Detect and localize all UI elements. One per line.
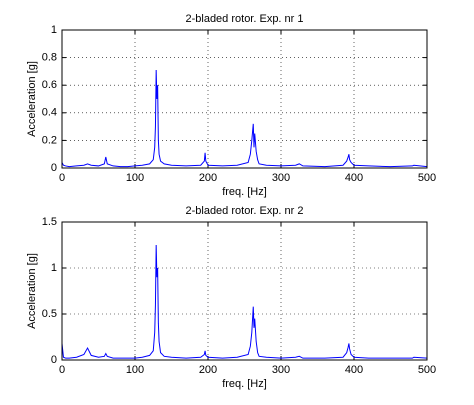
x-tick-label: 100 (126, 172, 144, 184)
y-tick-label: 0.5 (42, 308, 57, 320)
x-tick-label: 100 (126, 364, 144, 376)
x-axis-label: freq. [Hz] (222, 186, 267, 198)
y-tick-label: 0 (51, 162, 57, 174)
y-tick-label: 0.2 (42, 134, 57, 146)
plot-area (62, 222, 427, 360)
spectrum-line (61, 70, 428, 168)
chart-title: 2-bladed rotor. Exp. nr 2 (185, 205, 303, 217)
x-tick-label: 200 (199, 172, 217, 184)
axes-frame (61, 221, 428, 361)
x-tick-label: 400 (345, 364, 363, 376)
x-tick-label: 0 (59, 172, 65, 184)
x-tick-label: 200 (199, 364, 217, 376)
x-tick-label: 500 (418, 172, 436, 184)
plot-area (62, 30, 427, 168)
y-tick-label: 0.6 (42, 79, 57, 91)
y-axis-label: Acceleration [g] (26, 253, 38, 329)
y-tick-label: 0 (51, 354, 57, 366)
chart-title: 2-bladed rotor. Exp. nr 1 (185, 13, 303, 25)
axes-frame (61, 29, 428, 169)
x-axis-label: freq. [Hz] (222, 378, 267, 390)
x-tick-label: 300 (272, 364, 290, 376)
x-tick-label: 0 (59, 364, 65, 376)
spectrum-line (61, 244, 428, 359)
x-tick-label: 500 (418, 364, 436, 376)
y-axis-label: Acceleration [g] (26, 61, 38, 137)
y-tick-label: 0.8 (42, 52, 57, 64)
y-tick-label: 0.4 (42, 107, 57, 119)
y-tick-label: 1 (51, 262, 57, 274)
x-tick-label: 400 (345, 172, 363, 184)
y-tick-label: 1.5 (42, 216, 57, 228)
x-tick-label: 300 (272, 172, 290, 184)
y-tick-label: 1 (51, 24, 57, 36)
